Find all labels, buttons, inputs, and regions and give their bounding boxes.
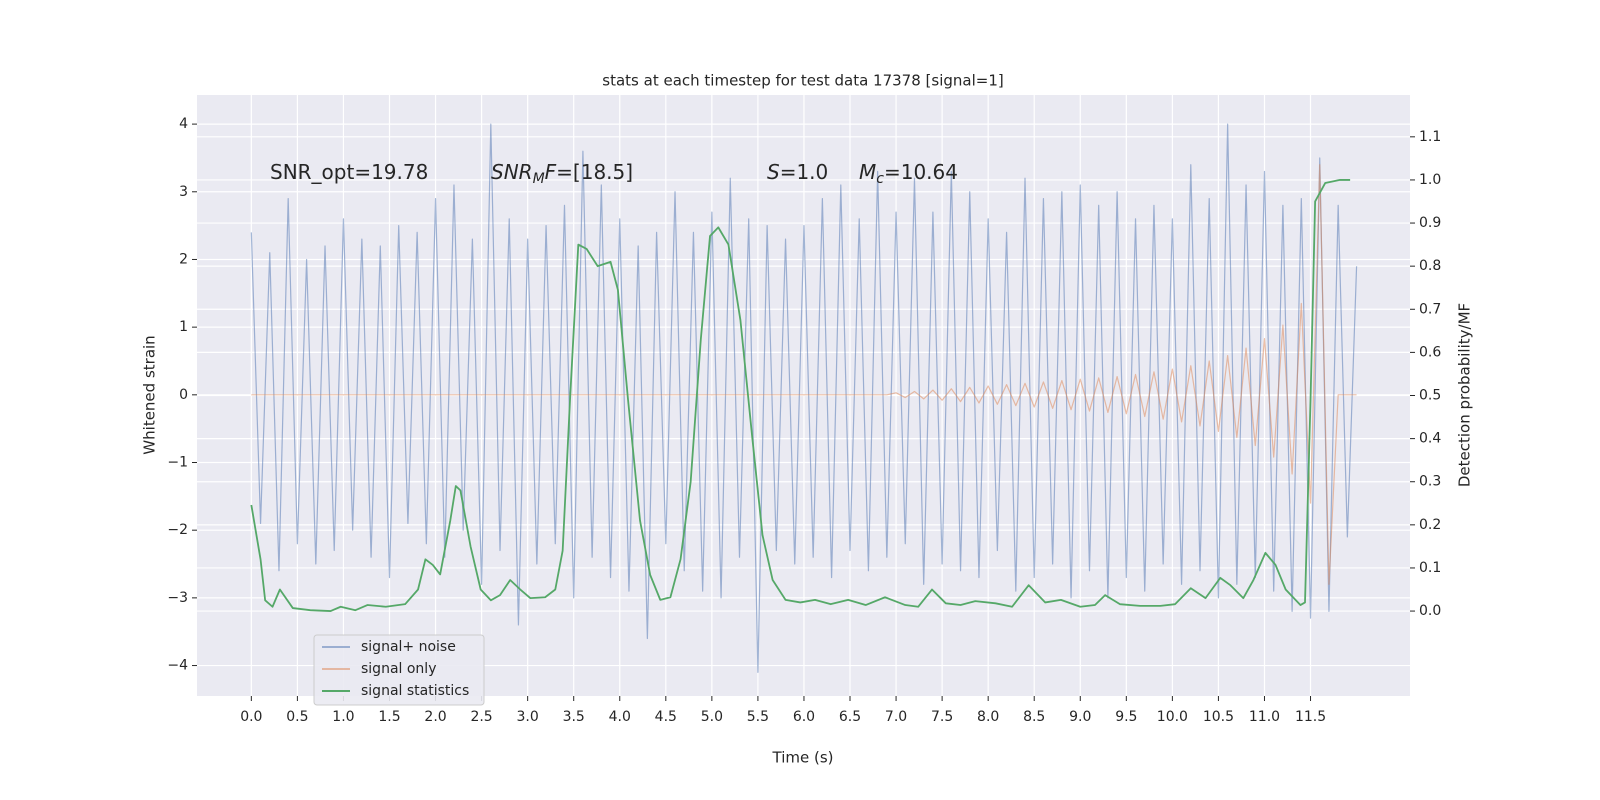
x-tick-label: 9.5: [1115, 709, 1137, 725]
x-tick-label: 4.5: [655, 709, 677, 725]
x-tick-label: 4.0: [609, 709, 631, 725]
series-line: [250, 123, 1358, 673]
annotation-part: SNR: [491, 160, 533, 184]
x-tick-label: 8.0: [977, 709, 999, 725]
y2-tick-label: 0.1: [1419, 560, 1441, 576]
annotation: SNR_opt=19.78: [270, 160, 428, 184]
y2-tick-label: 0.2: [1419, 517, 1441, 533]
y-tick-label: −3: [167, 590, 188, 606]
annotation-part: =10.64: [884, 160, 958, 184]
x-tick-label: 1.5: [378, 709, 400, 725]
annotation-part: S: [767, 160, 780, 184]
y2-tick-label: 0.9: [1419, 215, 1441, 231]
annotation-part: SNR_opt=19.78: [270, 160, 428, 184]
legend-label: signal only: [361, 661, 436, 677]
x-tick-label: 10.0: [1157, 709, 1188, 725]
x-tick-label: 3.5: [563, 709, 585, 725]
x-tick-label: 2.5: [470, 709, 492, 725]
annotation: SNRMF=[18.5]: [491, 160, 633, 188]
x-tick-label: 0.0: [240, 709, 262, 725]
y-axis-label: Whitened strain: [141, 335, 159, 454]
x-tick-label: 3.0: [517, 709, 539, 725]
annotation-part: M: [533, 171, 545, 187]
x-tick-label: 2.0: [424, 709, 446, 725]
annotation-part: c: [876, 171, 884, 187]
y2-tick-label: 1.1: [1419, 129, 1441, 145]
y-tick-label: 2: [179, 251, 188, 267]
series-line: [251, 164, 1357, 585]
annotation-part: =[18.5]: [556, 160, 633, 184]
x-tick-label: 7.5: [931, 709, 953, 725]
y2-tick-label: 0.5: [1419, 388, 1441, 404]
annotation-part: F: [545, 160, 557, 184]
x-tick-label: 0.5: [286, 709, 308, 725]
y-tick-label: −1: [167, 455, 188, 471]
x-tick-label: 8.5: [1023, 709, 1045, 725]
x-axis-label: Time (s): [772, 749, 834, 767]
y-tick-label: −4: [167, 658, 188, 674]
labels: 0.0 0.5 1.0 1.5 2.0 2.5 3.0 3.5 4.0 4.5 5.0 5.5 6.0 6…: [167, 116, 1441, 725]
x-tick-label: 10.5: [1203, 709, 1234, 725]
y-tick-label: 4: [179, 116, 188, 132]
x-tick-label: 6.5: [839, 709, 861, 725]
legend-label: signal statistics: [361, 683, 469, 699]
legend-box: [313, 634, 485, 706]
x-tick-label: 6.0: [793, 709, 815, 725]
annotation: Mc=10.64: [859, 160, 958, 188]
marks: [250, 123, 1358, 673]
annotation-part: M: [859, 160, 876, 184]
chart-title: stats at each timestep for test data 173…: [602, 72, 1003, 90]
annotation-part: =1.0: [780, 160, 829, 184]
y-tick-label: −2: [167, 522, 188, 538]
y2-tick-label: 0.3: [1419, 474, 1441, 490]
annotation: S=1.0: [767, 160, 828, 184]
y2-tick-label: 0.0: [1419, 603, 1441, 619]
x-tick-label: 5.5: [747, 709, 769, 725]
y2-tick-label: 0.6: [1419, 344, 1441, 360]
x-tick-label: 11.0: [1249, 709, 1280, 725]
x-tick-label: 11.5: [1295, 709, 1326, 725]
x-tick-label: 7.0: [885, 709, 907, 725]
series-line: [250, 179, 1351, 612]
x-tick-label: 5.0: [701, 709, 723, 725]
y-tick-label: 0: [179, 387, 188, 403]
legend-label: signal+ noise: [361, 639, 456, 655]
y-tick-label: 3: [179, 184, 188, 200]
y-tick-label: 1: [179, 319, 188, 335]
y2-tick-label: 1.0: [1419, 172, 1441, 188]
y2-tick-label: 0.4: [1419, 431, 1441, 447]
y2-tick-label: 0.8: [1419, 258, 1441, 274]
x-tick-label: 1.0: [332, 709, 354, 725]
y2-tick-label: 0.7: [1419, 301, 1441, 317]
y2-axis-label: Detection probability/MF: [1456, 303, 1474, 487]
x-tick-label: 9.0: [1069, 709, 1091, 725]
